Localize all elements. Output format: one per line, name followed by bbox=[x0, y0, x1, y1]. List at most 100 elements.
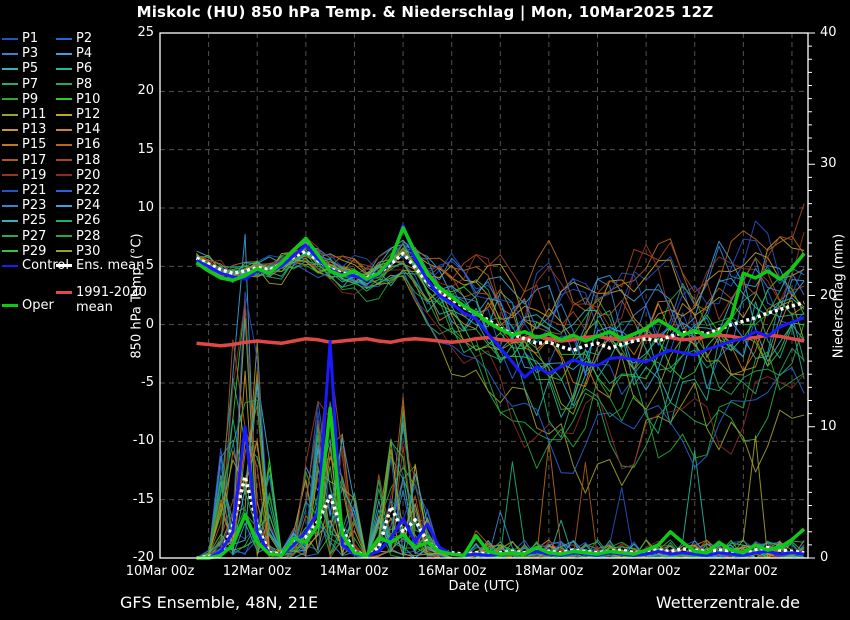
legend-item-p24-swatch bbox=[56, 204, 72, 207]
legend-item-p1-swatch bbox=[2, 37, 18, 40]
legend-item-p3-swatch bbox=[2, 52, 18, 55]
member-temp-line bbox=[196, 243, 805, 406]
legend-item-p25-swatch bbox=[2, 219, 18, 222]
member-temp-line bbox=[196, 253, 805, 418]
legend-item-control-label: Control bbox=[22, 258, 69, 273]
legend-item-p28-swatch bbox=[56, 235, 72, 238]
y-left-tick-label: 0 bbox=[145, 317, 154, 332]
legend-item-p17-label: P17 bbox=[22, 152, 47, 168]
legend-item-p15-label: P15 bbox=[22, 137, 47, 153]
legend-item-p9-label: P9 bbox=[22, 91, 39, 107]
y-right-tick-label: 20 bbox=[820, 288, 837, 303]
legend-item-p7-label: P7 bbox=[22, 76, 39, 92]
legend-item-p8-label: P8 bbox=[76, 76, 93, 92]
legend-item-p24-label: P24 bbox=[76, 198, 101, 214]
legend-item-p4: P4 bbox=[56, 46, 92, 61]
legend-item-p29: P29 bbox=[2, 244, 46, 259]
run-info: GFS Ensemble, 48N, 21E bbox=[120, 593, 319, 612]
legend-item-p12-swatch bbox=[56, 113, 72, 116]
legend-item-p9-swatch bbox=[2, 98, 18, 101]
legend-item-p30: P30 bbox=[56, 244, 100, 259]
oper-temp-line bbox=[195, 226, 806, 343]
x-tick-label: 22Mar 00z bbox=[708, 564, 778, 579]
member-temp-line bbox=[196, 258, 805, 438]
x-tick-label: 18Mar 00z bbox=[514, 564, 584, 579]
legend-item-p27-label: P27 bbox=[22, 228, 47, 244]
legend-item-p23-swatch bbox=[2, 204, 18, 207]
x-tick-label: 16Mar 00z bbox=[417, 564, 487, 579]
legend-item-p4-label: P4 bbox=[76, 46, 93, 62]
oper-precip-line bbox=[196, 406, 806, 560]
legend-item-p21: P21 bbox=[2, 183, 46, 198]
y-left-tick-label: 10 bbox=[137, 200, 154, 215]
legend-item-p11-swatch bbox=[2, 113, 18, 116]
legend-item-p22-swatch bbox=[56, 189, 72, 192]
ensemble-legend: P1 P2 P3 P4 P5 P6 P7 P8 P9 P10 P11 P12 P13 P14 P15 P16 P… bbox=[0, 0, 160, 340]
legend-item-p23: P23 bbox=[2, 198, 46, 213]
legend-item-p24: P24 bbox=[56, 198, 100, 213]
legend-item-p16-label: P16 bbox=[76, 137, 101, 153]
legend-item-p4-swatch bbox=[56, 52, 72, 55]
y-left-tick-label: -15 bbox=[132, 492, 154, 507]
member-temp-line bbox=[196, 253, 805, 381]
y-left-tick-label: -5 bbox=[141, 375, 154, 390]
legend-item-p29-label: P29 bbox=[22, 243, 47, 259]
legend-item-p16-swatch bbox=[56, 143, 72, 146]
legend-item-p26: P26 bbox=[56, 213, 100, 228]
legend-item-climate-mean-label: 1991-2020 bbox=[76, 285, 147, 300]
legend-item-p2-swatch bbox=[56, 37, 72, 40]
legend-item-p22: P22 bbox=[56, 183, 100, 198]
legend-item-p14-swatch bbox=[56, 128, 72, 131]
legend-item-p17: P17 bbox=[2, 153, 46, 168]
legend-item-p13: P13 bbox=[2, 122, 46, 137]
member-temp-line bbox=[196, 259, 805, 470]
legend-item-p28-label: P28 bbox=[76, 228, 101, 244]
x-tick-label: 12Mar 00z bbox=[222, 564, 292, 579]
y-right-tick-label: 10 bbox=[820, 419, 837, 434]
legend-item-p5-swatch bbox=[2, 67, 18, 70]
legend-item-p12-label: P12 bbox=[76, 107, 101, 122]
control-temp-line bbox=[195, 224, 805, 379]
legend-item-p7-swatch bbox=[2, 83, 18, 86]
legend-item-p7: P7 bbox=[2, 77, 38, 92]
legend-item-p27: P27 bbox=[2, 229, 46, 244]
legend-item-p27-swatch bbox=[2, 235, 18, 238]
legend-item-p20-label: P20 bbox=[76, 167, 101, 183]
legend-item-ens-mean-label: Ens. mean bbox=[76, 258, 145, 273]
legend-item-control: Control bbox=[2, 258, 69, 273]
legend-item-p5-label: P5 bbox=[22, 61, 39, 77]
legend-item-p17-swatch bbox=[2, 159, 18, 162]
legend-item-p23-label: P23 bbox=[22, 198, 47, 214]
member-temp-line bbox=[196, 253, 805, 469]
legend-item-p26-swatch bbox=[56, 219, 72, 222]
y-right-tick-label: 0 bbox=[820, 550, 829, 565]
legend-item-p18-label: P18 bbox=[76, 152, 101, 168]
legend-item-p3-label: P3 bbox=[22, 46, 39, 62]
legend-item-oper-swatch bbox=[2, 304, 18, 307]
x-tick-label: 10Mar 00z bbox=[125, 564, 195, 579]
legend-item-p5: P5 bbox=[2, 61, 38, 76]
legend-item-p8: P8 bbox=[56, 77, 92, 92]
legend-item-p10-label: P10 bbox=[76, 91, 101, 107]
legend-item-p3: P3 bbox=[2, 46, 38, 61]
x-tick-label: 14Mar 00z bbox=[319, 564, 389, 579]
chart-title: Miskolc (HU) 850 hPa Temp. & Niederschla… bbox=[136, 3, 714, 21]
legend-item-p26-label: P26 bbox=[76, 213, 101, 229]
y-left-tick-label: -20 bbox=[132, 550, 154, 565]
site-credit: Wetterzentrale.de bbox=[655, 593, 800, 612]
legend-item-p14: P14 bbox=[56, 122, 100, 137]
legend-item-p30-swatch bbox=[56, 250, 72, 253]
legend-item-oper: Oper bbox=[2, 298, 54, 313]
legend-item-p20: P20 bbox=[56, 168, 100, 183]
legend-item-p11: P11 bbox=[2, 107, 46, 122]
y-left-axis-title: 850 hPa Temp. (°C) bbox=[129, 233, 145, 359]
legend-item-p30-label: P30 bbox=[76, 243, 101, 259]
legend-item-oper-label: Oper bbox=[22, 298, 54, 313]
legend-item-p15: P15 bbox=[2, 137, 46, 152]
legend-item-climate-mean-line2: mean bbox=[76, 300, 113, 315]
legend-item-p18-swatch bbox=[56, 159, 72, 162]
y-right-tick-label: 30 bbox=[820, 156, 837, 171]
legend-item-p16: P16 bbox=[56, 137, 100, 152]
